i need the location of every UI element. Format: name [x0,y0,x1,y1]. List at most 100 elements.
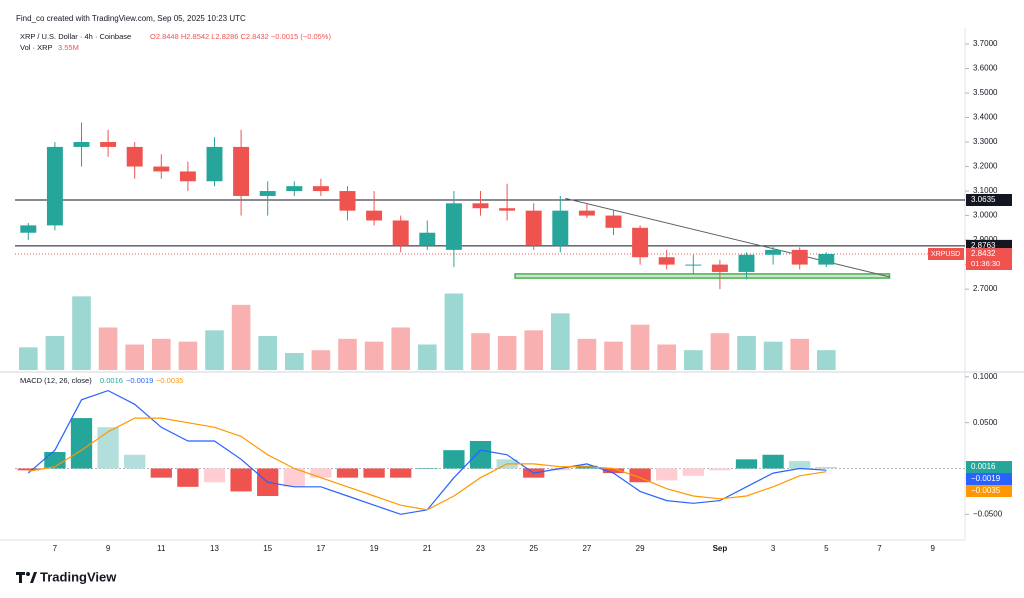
x-tick-label: 15 [263,544,272,553]
volume-bar [790,338,810,370]
x-tick-label: 9 [930,544,935,553]
histogram-bar [44,452,66,469]
volume-bar [604,341,623,370]
y-tick-label: −0.0500 [973,509,1003,518]
candle-body [73,142,90,147]
x-tick-label: 17 [316,544,325,553]
level-label: 2.8763 [971,241,996,250]
volume-bar [284,353,304,370]
histogram-bar [682,468,704,476]
candle-body [126,146,143,167]
volume-bar [710,333,730,370]
volume-bar [18,347,38,370]
x-tick-label: 9 [106,544,111,553]
y-tick-label: 3.6000 [973,64,998,73]
volume-bar [577,338,597,370]
x-tick-label: 29 [636,544,645,553]
candle-body [392,220,409,245]
x-tick-label: 7 [877,544,882,553]
histogram-bar [469,441,492,469]
macd-value-box [966,461,1012,474]
candle-body [711,264,728,272]
volume-bar [45,336,65,370]
volume-bar [98,327,118,370]
histogram-bar [416,468,438,469]
symbol-label: XRPUSD [931,251,960,258]
histogram-bar [549,468,571,471]
volume-bar [763,341,783,370]
candle-body [259,191,276,196]
candle-body [206,146,223,182]
candle-body [499,208,516,211]
y-tick-label: 3.4000 [973,113,998,122]
volume-bar [816,350,836,370]
histogram-bar [203,468,226,483]
volume-bar [151,338,171,370]
volume-bar [205,330,224,370]
y-tick-label: 2.9000 [973,235,998,244]
x-tick-label: 11 [157,544,166,553]
candle-body [578,210,595,216]
volume-bar [178,341,198,370]
x-tick-label: 7 [53,544,58,553]
candle-body [339,191,356,211]
histogram-bar [97,427,119,469]
y-tick-label: 3.1000 [973,186,998,195]
candle-body [46,146,63,226]
credit: Find_co created with TradingView.com, Se… [16,14,246,23]
candle-body [685,264,702,266]
candle-body [738,254,755,272]
y-tick-label: 3.5000 [973,88,998,97]
candle-body [472,203,489,209]
volume-bar [657,344,677,370]
macd-value-label: −0.0019 [971,474,1001,483]
histogram-bar [363,468,385,478]
volume-bar [630,324,650,370]
candle-body [658,257,675,265]
trendline [565,197,890,278]
volume-bar [444,293,464,370]
histogram-bar [150,468,172,478]
volume-bar [497,336,517,370]
volume-bar [125,344,145,370]
y-tick-label: 0.0500 [973,418,998,427]
histogram-bar [762,454,784,469]
volume-bar [683,350,703,370]
candle-body [153,166,170,172]
logo-text: TradingView [40,569,117,584]
histogram-bar [124,454,146,469]
x-tick-label: 3 [771,544,776,553]
candle-body [818,254,835,265]
histogram-bar [656,468,678,481]
histogram-bar [17,468,39,471]
macd-value-box [966,473,1012,486]
y-tick-label: 2.7000 [973,284,998,293]
x-tick-label: Sep [713,544,728,553]
x-tick-label: 19 [370,544,379,553]
last-price-box [966,248,1012,271]
candle-body [445,203,462,250]
volume-bar [231,304,251,370]
candle-body [312,186,329,192]
candle-body [179,171,196,182]
histogram-bar [177,468,199,487]
histogram-bar [815,467,837,469]
y-tick-label: 3.2000 [973,162,998,171]
candle-body [605,215,622,228]
y-tick-label: 3.7000 [973,39,998,48]
last-price-label: 2.8432 [971,249,996,258]
x-tick-label: 13 [210,544,219,553]
candle-body [233,146,250,196]
macd-legend-hist: 0.0016 [100,376,123,385]
histogram-bar [789,461,811,469]
candle-body [765,249,782,255]
x-tick-label: 21 [423,544,432,553]
macd-value-box [966,485,1012,498]
volume-bar [338,338,357,370]
x-tick-label: 23 [476,544,485,553]
ohlc: O2.8448 H2.8542 L2.8286 C2.8432 −0.0015 … [150,32,331,41]
macd-legend-signal: −0.0035 [156,376,183,385]
symbol: XRP / U.S. Dollar · 4h · Coinbase [20,32,131,41]
x-tick-label: 27 [582,544,591,553]
